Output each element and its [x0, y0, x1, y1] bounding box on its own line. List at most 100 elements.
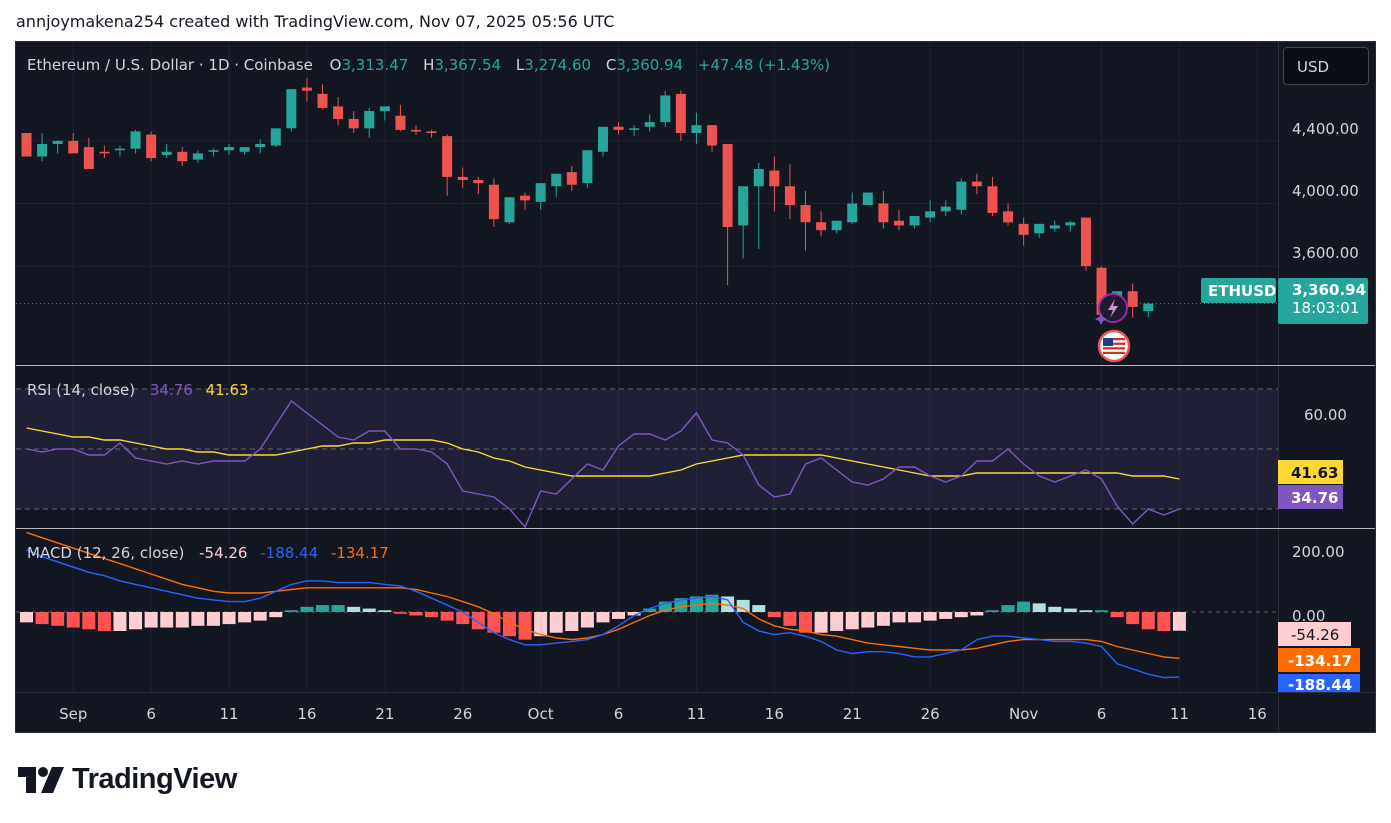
candle: [909, 216, 920, 229]
candle-body: [675, 93, 686, 134]
candle: [784, 164, 795, 220]
macd-hist-bar: [191, 612, 205, 626]
rsi-title[interactable]: RSI (14, close): [27, 381, 136, 399]
currency-button[interactable]: USD: [1283, 47, 1369, 85]
last-price-tag[interactable]: 3,360.94 18:03:01: [1278, 278, 1368, 324]
candle: [753, 162, 764, 249]
candle-body: [691, 125, 702, 134]
macd-hist-bar: [269, 612, 283, 618]
pane-separator-rsi[interactable]: [16, 365, 1375, 366]
ticker-tag[interactable]: ETHUSD: [1201, 278, 1276, 303]
candle: [551, 173, 562, 198]
macd-hist-bar: [316, 605, 330, 612]
candle: [364, 107, 375, 138]
candle-body: [909, 216, 920, 226]
macd-hist-bar: [721, 596, 735, 612]
candle: [629, 125, 640, 137]
candle: [1127, 283, 1138, 318]
time-tick: 16: [1247, 705, 1267, 723]
macd-hist-bar: [331, 605, 345, 612]
macd-hist-bar: [767, 612, 781, 618]
macd-hist-bar: [596, 612, 610, 623]
candle: [146, 131, 157, 162]
candle: [597, 126, 608, 157]
macd-hist-bar: [1095, 610, 1109, 612]
macd-hist-bar: [783, 612, 797, 626]
candle-body: [364, 111, 375, 129]
time-tick: 16: [297, 705, 317, 723]
candle-body: [99, 151, 110, 154]
symbol-legend[interactable]: Ethereum / U.S. Dollar · 1D · Coinbase O…: [27, 56, 834, 74]
macd-hist-bar: [580, 612, 594, 628]
price-axis[interactable]: [1278, 42, 1375, 732]
macd-hist-bar: [487, 612, 501, 633]
tradingview-logo-icon: [18, 766, 64, 793]
candle: [161, 143, 172, 159]
candle-body: [68, 140, 79, 154]
price-pane[interactable]: [16, 42, 1278, 733]
candle-body: [629, 128, 640, 130]
candle: [1049, 220, 1060, 232]
candle-body: [146, 134, 157, 159]
high-value: 3,367.54: [434, 56, 502, 74]
candle-body: [83, 147, 94, 170]
candle-body: [177, 151, 188, 162]
pane-separator-macd[interactable]: [16, 528, 1375, 529]
grid-lines: [16, 42, 1278, 692]
macd-hist-bar: [456, 612, 470, 625]
macd-hist-bar: [892, 612, 906, 623]
us-flag-event-icon[interactable]: [1097, 329, 1131, 363]
candle: [270, 128, 281, 148]
open-value: 3,313.47: [341, 56, 409, 74]
macd-hist-bar: [814, 612, 828, 633]
macd-hist-bar: [144, 612, 158, 628]
candle-body: [831, 220, 842, 231]
time-tick: 6: [146, 705, 156, 723]
macd-hist-bar: [1079, 610, 1093, 612]
candle-body: [208, 150, 219, 152]
macd-title[interactable]: MACD (12, 26, close): [27, 544, 185, 562]
candle: [333, 96, 344, 126]
pane-separator-time: [16, 692, 1375, 693]
candle-body: [1096, 267, 1107, 315]
macd-hist-bar: [347, 606, 361, 612]
macd-line-tag: -188.44: [1278, 674, 1360, 692]
candle-body: [566, 172, 577, 185]
macd-tick-top: 200.00: [1292, 543, 1345, 561]
macd-hist-bar: [939, 612, 953, 619]
candle: [208, 148, 219, 157]
candle: [582, 150, 593, 188]
candle-body: [317, 93, 328, 108]
candle-body: [457, 176, 468, 181]
candle-body: [893, 220, 904, 226]
chart-frame[interactable]: Ethereum / U.S. Dollar · 1D · Coinbase O…: [15, 41, 1376, 733]
macd-hist-bar: [222, 612, 236, 625]
macd-legend[interactable]: MACD (12, 26, close) -54.26 -188.44 -134…: [27, 544, 393, 562]
candle-body: [597, 126, 608, 152]
candle-body: [1080, 217, 1091, 267]
macd-hist-bar: [129, 612, 143, 630]
candle: [395, 104, 406, 132]
symbol-title[interactable]: Ethereum / U.S. Dollar · 1D · Coinbase: [27, 56, 313, 74]
macd-hist-bar: [1063, 608, 1077, 612]
macd-hist-bar: [674, 598, 688, 612]
macd-hist-bar: [378, 610, 392, 612]
candle-body: [878, 203, 889, 223]
rsi-legend[interactable]: RSI (14, close) 34.76 41.63: [27, 381, 253, 399]
candle: [707, 125, 718, 152]
macd-hist-bar: [689, 596, 703, 612]
candle: [99, 145, 110, 159]
candle: [1018, 217, 1029, 246]
candle-body: [940, 206, 951, 212]
macd-hist-bar: [1017, 601, 1031, 612]
lightning-event-icon[interactable]: [1095, 291, 1129, 325]
candle: [473, 176, 484, 195]
time-tick: 6: [613, 705, 624, 723]
price-tick: 4,400.00: [1292, 120, 1359, 138]
low-value: 3,274.60: [524, 56, 592, 74]
candle: [878, 190, 889, 229]
rsi-value-tag: 34.76: [1278, 485, 1343, 509]
tradingview-logo[interactable]: TradingView: [18, 763, 237, 796]
macd-legend-macd: -188.44: [260, 544, 319, 562]
candle: [535, 183, 546, 210]
